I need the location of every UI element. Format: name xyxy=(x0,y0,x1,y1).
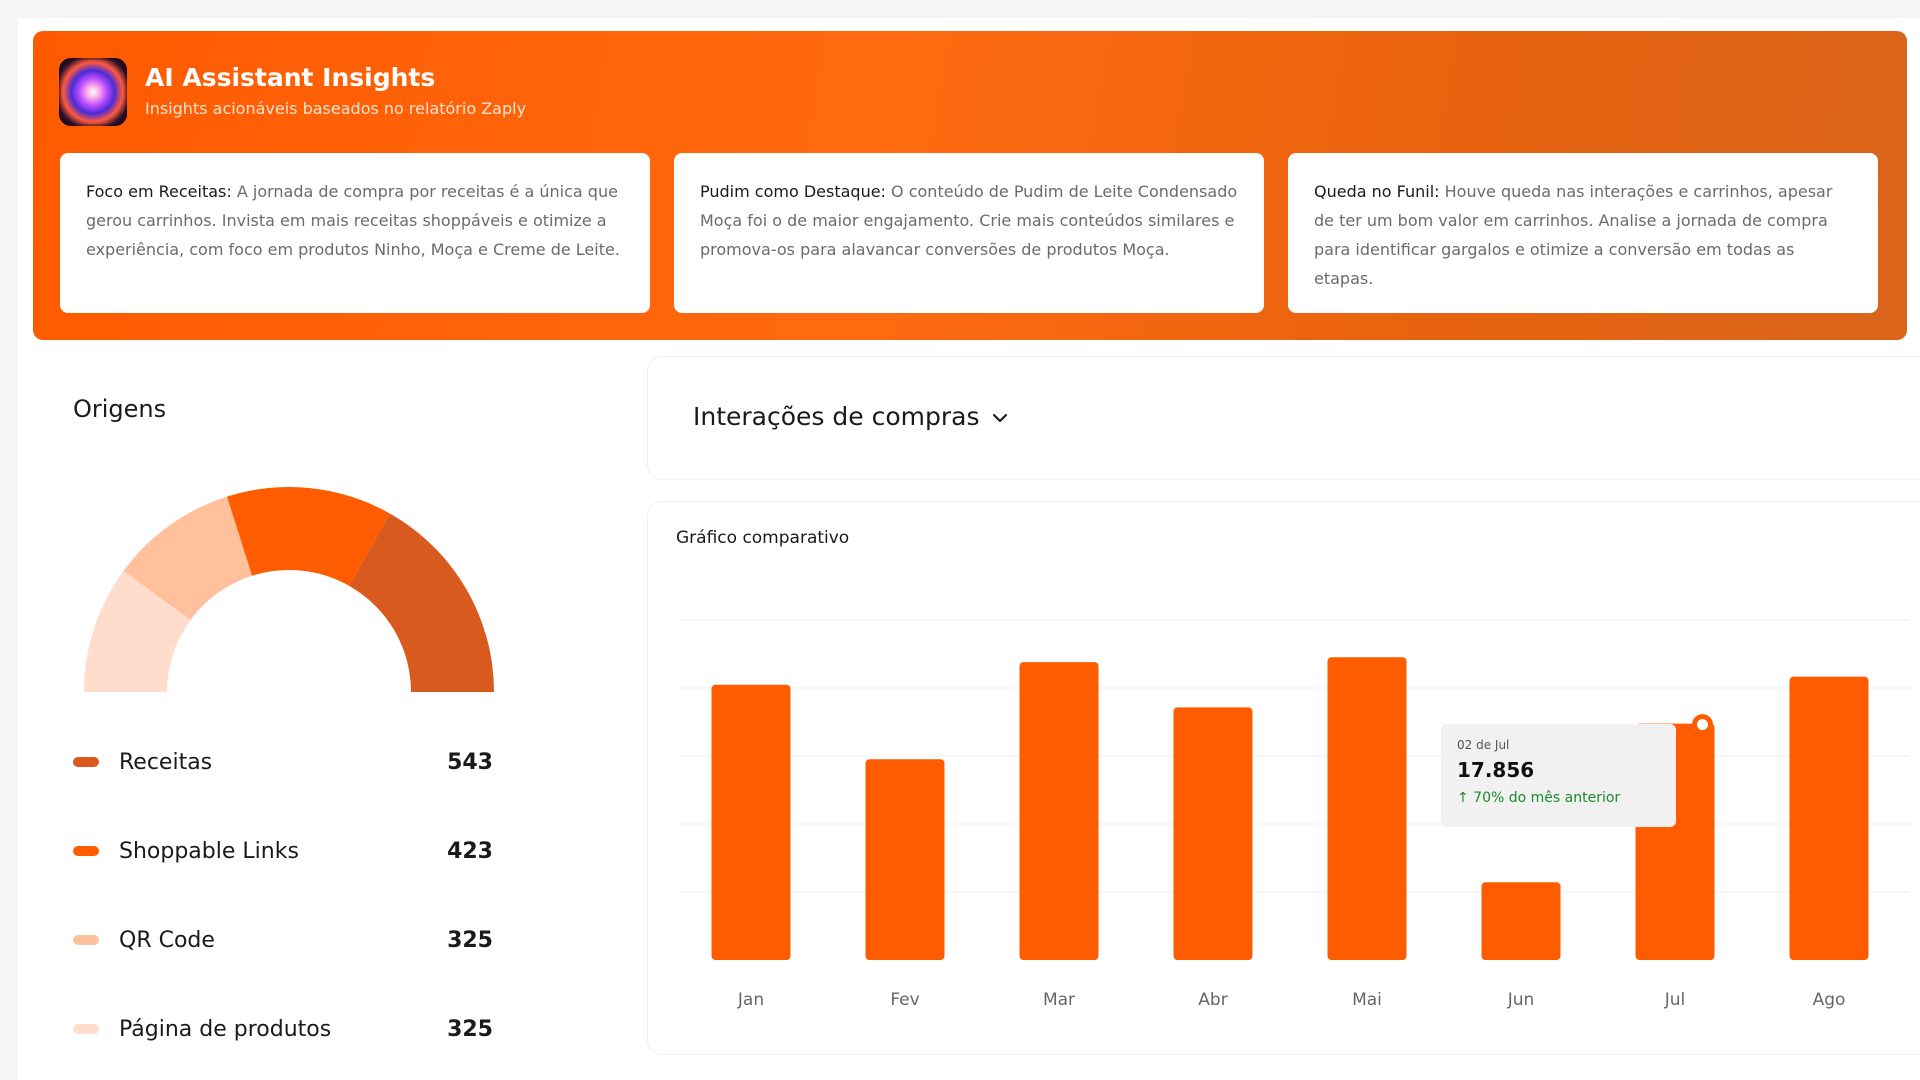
legend-value: 325 xyxy=(447,927,493,953)
chart-title: Gráfico comparativo xyxy=(676,528,850,548)
gauge-segment-receitas xyxy=(349,513,494,692)
x-axis-tick-label: Jun xyxy=(1507,990,1535,1010)
tooltip-delta: ↑ 70% do mês anterior xyxy=(1457,790,1621,806)
legend-item: QR Code 325 xyxy=(73,920,493,960)
legend-label: Shoppable Links xyxy=(119,838,299,864)
gauge-segment-qr-code xyxy=(123,496,253,620)
comparative-chart-panel: Gráfico comparativo Jan Fev Mar Abr Mai Jun Ju… xyxy=(648,502,1920,1054)
insight-card-lead: Queda no Funil: xyxy=(1314,182,1440,201)
insight-card: Foco em Receitas: A jornada de compra po… xyxy=(60,153,650,313)
chart-bar-mar[interactable] xyxy=(1019,662,1099,960)
origens-title: Origens xyxy=(73,395,167,423)
x-axis-tick-label: Mar xyxy=(1043,990,1075,1010)
bar-chart: Jan Fev Mar Abr Mai Jun Jul Ago xyxy=(678,619,1910,1010)
x-axis-tick-label: Jan xyxy=(737,990,764,1010)
ai-assistant-logo-icon xyxy=(59,58,127,126)
legend-value: 325 xyxy=(447,1016,493,1042)
interacoes-title: Interações de compras xyxy=(693,402,980,431)
legend-value: 543 xyxy=(447,749,493,775)
legend-item: Receitas 543 xyxy=(73,742,493,782)
chart-bar-fev[interactable] xyxy=(865,759,945,960)
legend-color-swatch xyxy=(73,846,99,856)
gauge-segment-pagina-de-produtos xyxy=(84,570,191,692)
insight-card: Pudim como Destaque: O conteúdo de Pudim… xyxy=(674,153,1264,313)
origens-panel: Origens Receitas 543 Shoppable Links 423… xyxy=(35,357,628,1080)
interacoes-selector[interactable]: Interações de compras xyxy=(648,357,1920,479)
insight-card-text: O conteúdo de Pudim de Leite Condensado … xyxy=(700,182,1238,259)
ai-insights-banner: AI Assistant Insights Insights acionávei… xyxy=(33,31,1907,340)
chart-bar-mai[interactable] xyxy=(1327,657,1407,960)
chart-bar-jan[interactable] xyxy=(711,684,791,960)
chart-tooltip: 02 de Jul 17.856 ↑ 70% do mês anterior xyxy=(1441,724,1676,827)
chart-bar-abr[interactable] xyxy=(1173,707,1253,960)
chart-hover-marker xyxy=(1692,714,1713,736)
x-axis-tick-label: Mai xyxy=(1352,990,1382,1010)
legend-color-swatch xyxy=(73,1024,99,1034)
x-axis-tick-label: Jul xyxy=(1664,990,1686,1010)
origens-gauge-chart xyxy=(84,487,494,692)
legend-item: Página de produtos 325 xyxy=(73,1009,493,1049)
legend-item: Shoppable Links 423 xyxy=(73,831,493,871)
tooltip-value: 17.856 xyxy=(1457,758,1535,782)
x-axis-tick-label: Ago xyxy=(1813,990,1846,1010)
chart-bar-jun[interactable] xyxy=(1481,882,1561,960)
chevron-down-icon[interactable] xyxy=(988,406,1012,430)
insights-title: AI Assistant Insights xyxy=(145,63,436,92)
legend-color-swatch xyxy=(73,935,99,945)
tooltip-date: 02 de Jul xyxy=(1457,738,1510,752)
insight-card: Queda no Funil: Houve queda nas interaçõ… xyxy=(1288,153,1878,313)
legend-label: Página de produtos xyxy=(119,1016,332,1042)
x-axis-tick-label: Fev xyxy=(890,990,919,1010)
insight-card-lead: Foco em Receitas: xyxy=(86,182,232,201)
legend-value: 423 xyxy=(447,838,493,864)
legend-color-swatch xyxy=(73,757,99,767)
legend-label: Receitas xyxy=(119,749,213,775)
insight-card-text: Houve queda nas interações e carrinhos, … xyxy=(1314,182,1833,288)
x-axis-tick-label: Abr xyxy=(1198,990,1227,1010)
insight-card-text: A jornada de compra por receitas é a úni… xyxy=(86,182,620,259)
insights-subtitle: Insights acionáveis baseados no relatóri… xyxy=(145,99,527,118)
gauge-segment-shoppable-links xyxy=(227,487,391,586)
insight-card-lead: Pudim como Destaque: xyxy=(700,182,886,201)
legend-label: QR Code xyxy=(119,927,215,953)
chart-bar-ago[interactable] xyxy=(1789,676,1869,960)
